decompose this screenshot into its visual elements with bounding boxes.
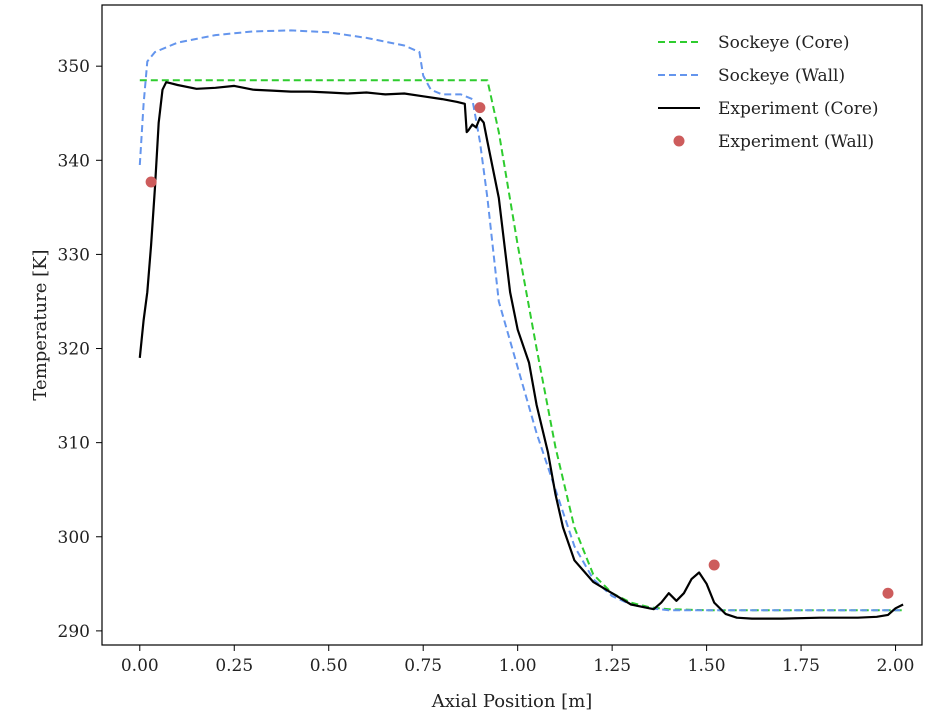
- y-tick-label: 290: [58, 622, 90, 642]
- y-tick-label: 310: [58, 434, 90, 454]
- point-experiment-wall: [145, 176, 157, 188]
- line-sockeye-core: [139, 79, 904, 612]
- y-axis-title: Temperature [K]: [30, 249, 51, 400]
- x-tick-label: 0.00: [121, 656, 159, 676]
- legend-label-experiment-wall: Experiment (Wall): [718, 132, 874, 152]
- y-tick-label: 330: [58, 245, 90, 265]
- x-tick-label: 0.75: [404, 656, 442, 676]
- x-axis: 0.00 0.25 0.50 0.75 1.00 1.25 1.50 1.75 2.00: [121, 645, 915, 676]
- x-tick-label: 1.50: [688, 656, 726, 676]
- point-experiment-wall: [708, 559, 720, 571]
- y-tick-label: 320: [58, 340, 90, 360]
- y-tick-label: 300: [58, 528, 90, 548]
- legend-swatch-experiment-wall: [673, 135, 685, 147]
- y-tick-label: 340: [58, 151, 90, 171]
- legend: Sockeye (Core) Sockeye (Wall) Experiment (…: [658, 33, 879, 152]
- legend-label-sockeye-core: Sockeye (Core): [718, 33, 850, 53]
- x-tick-label: 1.00: [499, 656, 537, 676]
- x-tick-label: 2.00: [877, 656, 915, 676]
- line-experiment-core: [138, 81, 904, 620]
- legend-label-sockeye-wall: Sockeye (Wall): [718, 66, 845, 86]
- x-tick-label: 1.75: [782, 656, 820, 676]
- x-axis-title: Axial Position [m]: [431, 691, 593, 712]
- y-axis: 290 300 310 320 330 340 350: [58, 57, 102, 642]
- y-tick-label: 350: [58, 57, 90, 77]
- point-experiment-wall: [474, 102, 486, 114]
- x-tick-label: 1.25: [593, 656, 631, 676]
- point-experiment-wall: [882, 587, 894, 599]
- x-tick-label: 0.25: [215, 656, 253, 676]
- series-layer: [138, 29, 904, 620]
- plot-frame: [101, 4, 923, 646]
- x-tick-label: 0.50: [310, 656, 348, 676]
- legend-label-experiment-core: Experiment (Core): [718, 99, 879, 119]
